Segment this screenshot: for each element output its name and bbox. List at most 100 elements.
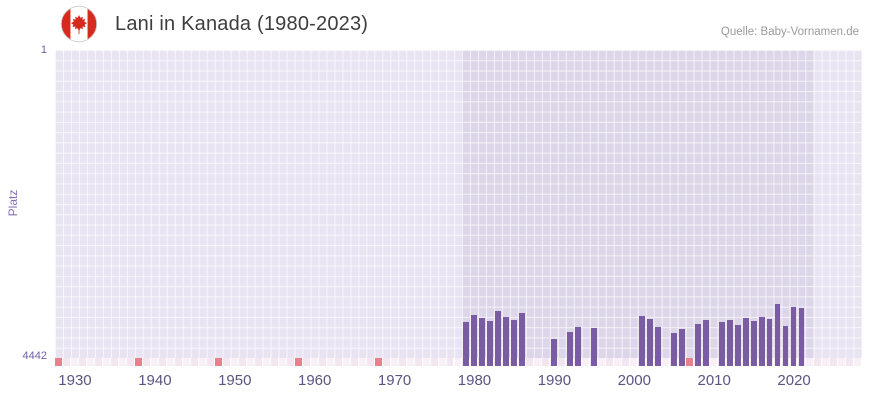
year-cell [254,358,262,366]
rank-bar-2002 [647,319,653,366]
x-tick-1950: 1950 [218,372,252,389]
rank-bar-1990 [551,339,557,366]
year-cell [190,358,198,366]
year-cell [662,358,670,366]
year-cell [614,358,622,366]
x-tick-1940: 1940 [138,372,172,389]
rank-bar-2019 [783,325,789,366]
no-rank-marker-2007 [686,358,694,366]
year-cell [454,358,462,366]
rank-bar-1995 [591,328,597,366]
year-cell [238,358,246,366]
year-cell [310,358,318,366]
rank-bar-2018 [775,303,781,366]
rank-bar-1981 [479,318,485,366]
year-cell [366,358,374,366]
year-cell [206,358,214,366]
rank-bar-2006 [679,329,685,366]
rank-bar-2014 [743,318,749,366]
year-cell [222,358,230,366]
year-cell [270,358,278,366]
rank-bar-1982 [487,321,493,366]
x-tick-1970: 1970 [377,372,412,389]
rank-bar-1980 [471,314,477,366]
rank-bar-2008 [695,323,701,366]
x-tick-1980: 1980 [457,372,492,389]
x-tick-2020: 2020 [777,372,811,389]
rank-bar-2009 [703,320,709,366]
year-cell [430,358,438,366]
year-cell [854,358,861,366]
year-cell [350,358,358,366]
year-cell [102,358,110,366]
year-cell [142,358,150,366]
year-cell [846,358,853,366]
rank-bar-1992 [567,331,573,366]
x-tick-1960: 1960 [297,372,332,389]
no-rank-marker-1928 [55,358,62,366]
year-cell [582,358,590,366]
year-cell [302,358,310,366]
y-tick-max: 1 [40,44,47,56]
rank-bar-2005 [671,332,677,366]
plot-area [55,50,862,358]
rank-bar-2016 [759,316,765,366]
year-cell [158,358,166,366]
rank-bar-2011 [719,322,725,366]
year-cell [422,358,430,366]
year-cell [558,358,566,366]
rank-bar-2021 [799,307,805,366]
x-tick-2000: 2000 [617,372,651,389]
rank-bar-2017 [767,319,773,366]
year-cell [62,358,70,366]
year-cell [710,358,718,366]
rank-bar-1983 [495,310,501,366]
x-tick-1990: 1990 [537,372,572,389]
year-cell [262,358,270,366]
chart-title: Lani in Kanada (1980-2023) [115,13,369,35]
y-axis-title: Platz [6,189,20,217]
year-cell [414,358,422,366]
no-rank-marker-1938 [134,358,142,366]
year-cell [534,358,542,366]
year-cell [622,358,630,366]
rank-bar-1984 [503,316,509,366]
year-cell [198,358,206,366]
year-cell [70,358,78,366]
year-cell [286,358,294,366]
rank-bar-1979 [463,322,469,366]
year-cell [814,358,822,366]
year-cell [542,358,550,366]
year-cell [278,358,286,366]
year-cell [406,358,414,366]
canada-flag-icon [60,5,98,43]
year-cell [334,358,342,366]
year-cell [598,358,606,366]
rank-bar-2012 [727,319,733,366]
year-cell [630,358,638,366]
year-cell [358,358,366,366]
year-cell [126,358,134,366]
no-rank-marker-1968 [374,358,382,366]
year-cell [182,358,190,366]
year-cell [838,358,845,366]
year-cell [166,358,174,366]
year-cell [606,358,614,366]
rank-bar-1986 [519,313,525,366]
year-cell [230,358,238,366]
source-credit: Quelle: Baby-Vornamen.de [720,26,859,38]
rank-bar-2020 [791,306,797,366]
no-rank-marker-1958 [294,358,302,366]
year-cell [78,358,86,366]
x-tick-1930: 1930 [58,372,92,389]
year-cell [382,358,390,366]
no-rank-marker-1948 [214,358,222,366]
year-cell [438,358,446,366]
rank-bar-2003 [655,326,661,366]
year-cell [110,358,118,366]
year-cell [94,358,102,366]
x-tick-2010: 2010 [697,372,731,389]
year-cell [174,358,182,366]
rank-bar-1993 [575,327,581,366]
